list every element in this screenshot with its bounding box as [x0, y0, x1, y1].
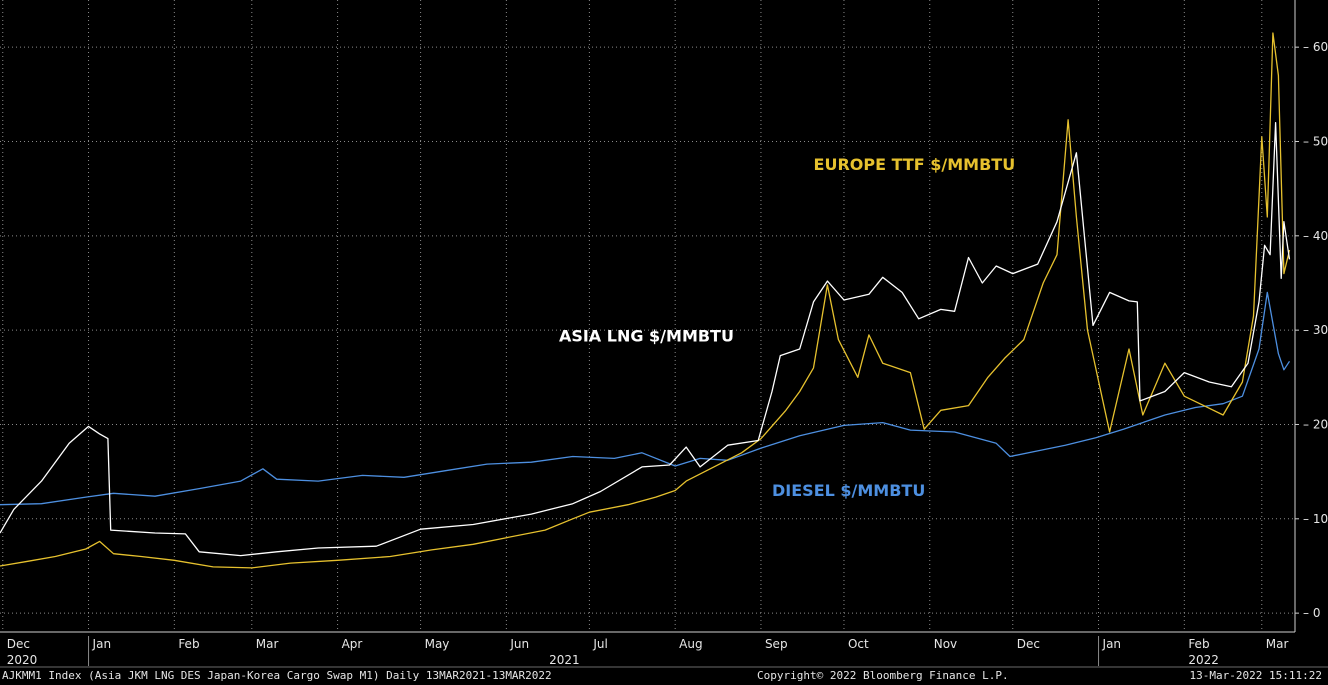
x-tick-label: Mar — [1266, 637, 1289, 651]
year-label: 2020 — [7, 653, 38, 667]
y-tick-label: – 30 — [1303, 323, 1328, 337]
footer-ticker-text: AJKMM1 Index (Asia JKM LNG DES Japan-Kor… — [2, 669, 552, 682]
series-lines — [0, 32, 1291, 569]
series-label-1: EUROPE TTF $/MMBTU — [814, 155, 1016, 174]
x-tick-label: Nov — [934, 637, 957, 651]
x-tick-label: Aug — [679, 637, 702, 651]
y-tick-label: – 60 — [1303, 40, 1328, 54]
x-tick-label: Apr — [342, 637, 363, 651]
grid-lines — [0, 0, 1295, 632]
x-tick-label: Dec — [7, 637, 30, 651]
x-tick-label: Jan — [1102, 637, 1122, 651]
x-tick-label: Oct — [848, 637, 869, 651]
year-label: 2021 — [549, 653, 580, 667]
x-tick-label: May — [425, 637, 450, 651]
x-tick-label: Jul — [592, 637, 607, 651]
axes: – 0 – 10 – 20 – 30 – 40 – 50 – 60 Dec Jan Feb Mar A… — [0, 0, 1328, 668]
footer: AJKMM1 Index (Asia JKM LNG DES Japan-Kor… — [0, 667, 1328, 685]
x-tick-label: Jan — [92, 637, 112, 651]
x-tick-label: Mar — [256, 637, 279, 651]
footer-timestamp: 13-Mar-2022 15:11:22 — [1189, 669, 1322, 682]
series-line-1 — [0, 32, 1291, 569]
series-labels: DIESEL $/MMBTU EUROPE TTF $/MMBTU ASIA LNG… — [559, 155, 1015, 500]
y-tick-label: – 50 — [1303, 134, 1328, 148]
y-tick-label: – 10 — [1303, 512, 1328, 526]
y-tick-label: – 40 — [1303, 229, 1328, 243]
footer-copyright: Copyright© 2022 Bloomberg Finance L.P. — [757, 669, 1009, 682]
x-tick-label: Feb — [178, 637, 199, 651]
x-tick-label: Dec — [1017, 637, 1040, 651]
year-label: 2022 — [1188, 653, 1219, 667]
x-tick-label: Sep — [765, 637, 788, 651]
y-tick-label: – 0 — [1303, 606, 1320, 620]
y-tick-label: – 20 — [1303, 417, 1328, 431]
x-tick-label: Jun — [509, 637, 529, 651]
series-line-0 — [0, 291, 1291, 506]
series-line-2 — [0, 121, 1291, 557]
series-label-0: DIESEL $/MMBTU — [772, 481, 925, 500]
series-label-2: ASIA LNG $/MMBTU — [559, 326, 734, 345]
x-tick-label: Feb — [1188, 637, 1209, 651]
